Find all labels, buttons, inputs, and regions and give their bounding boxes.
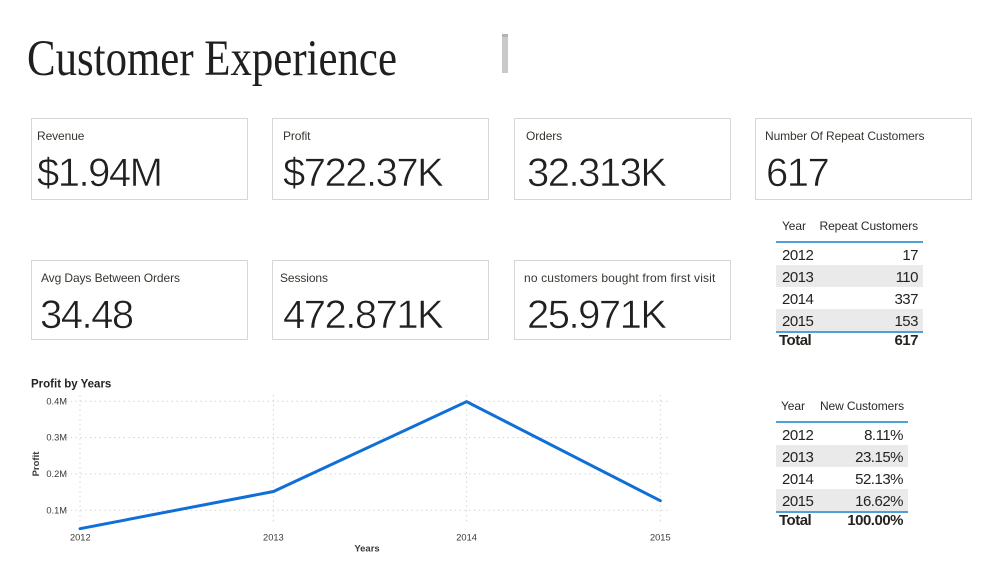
svg-text:Profit: Profit — [31, 451, 42, 477]
svg-text:2012: 2012 — [70, 533, 91, 543]
svg-text:2015: 2015 — [650, 533, 671, 543]
svg-text:0.2M: 0.2M — [46, 469, 67, 479]
svg-text:0.1M: 0.1M — [46, 505, 67, 515]
svg-text:0.3M: 0.3M — [46, 433, 67, 443]
svg-text:0.4M: 0.4M — [46, 396, 67, 406]
svg-text:2014: 2014 — [456, 533, 477, 543]
svg-text:Years: Years — [354, 544, 379, 555]
svg-text:Profit by Years: Profit by Years — [31, 378, 111, 390]
svg-text:2013: 2013 — [263, 533, 284, 543]
